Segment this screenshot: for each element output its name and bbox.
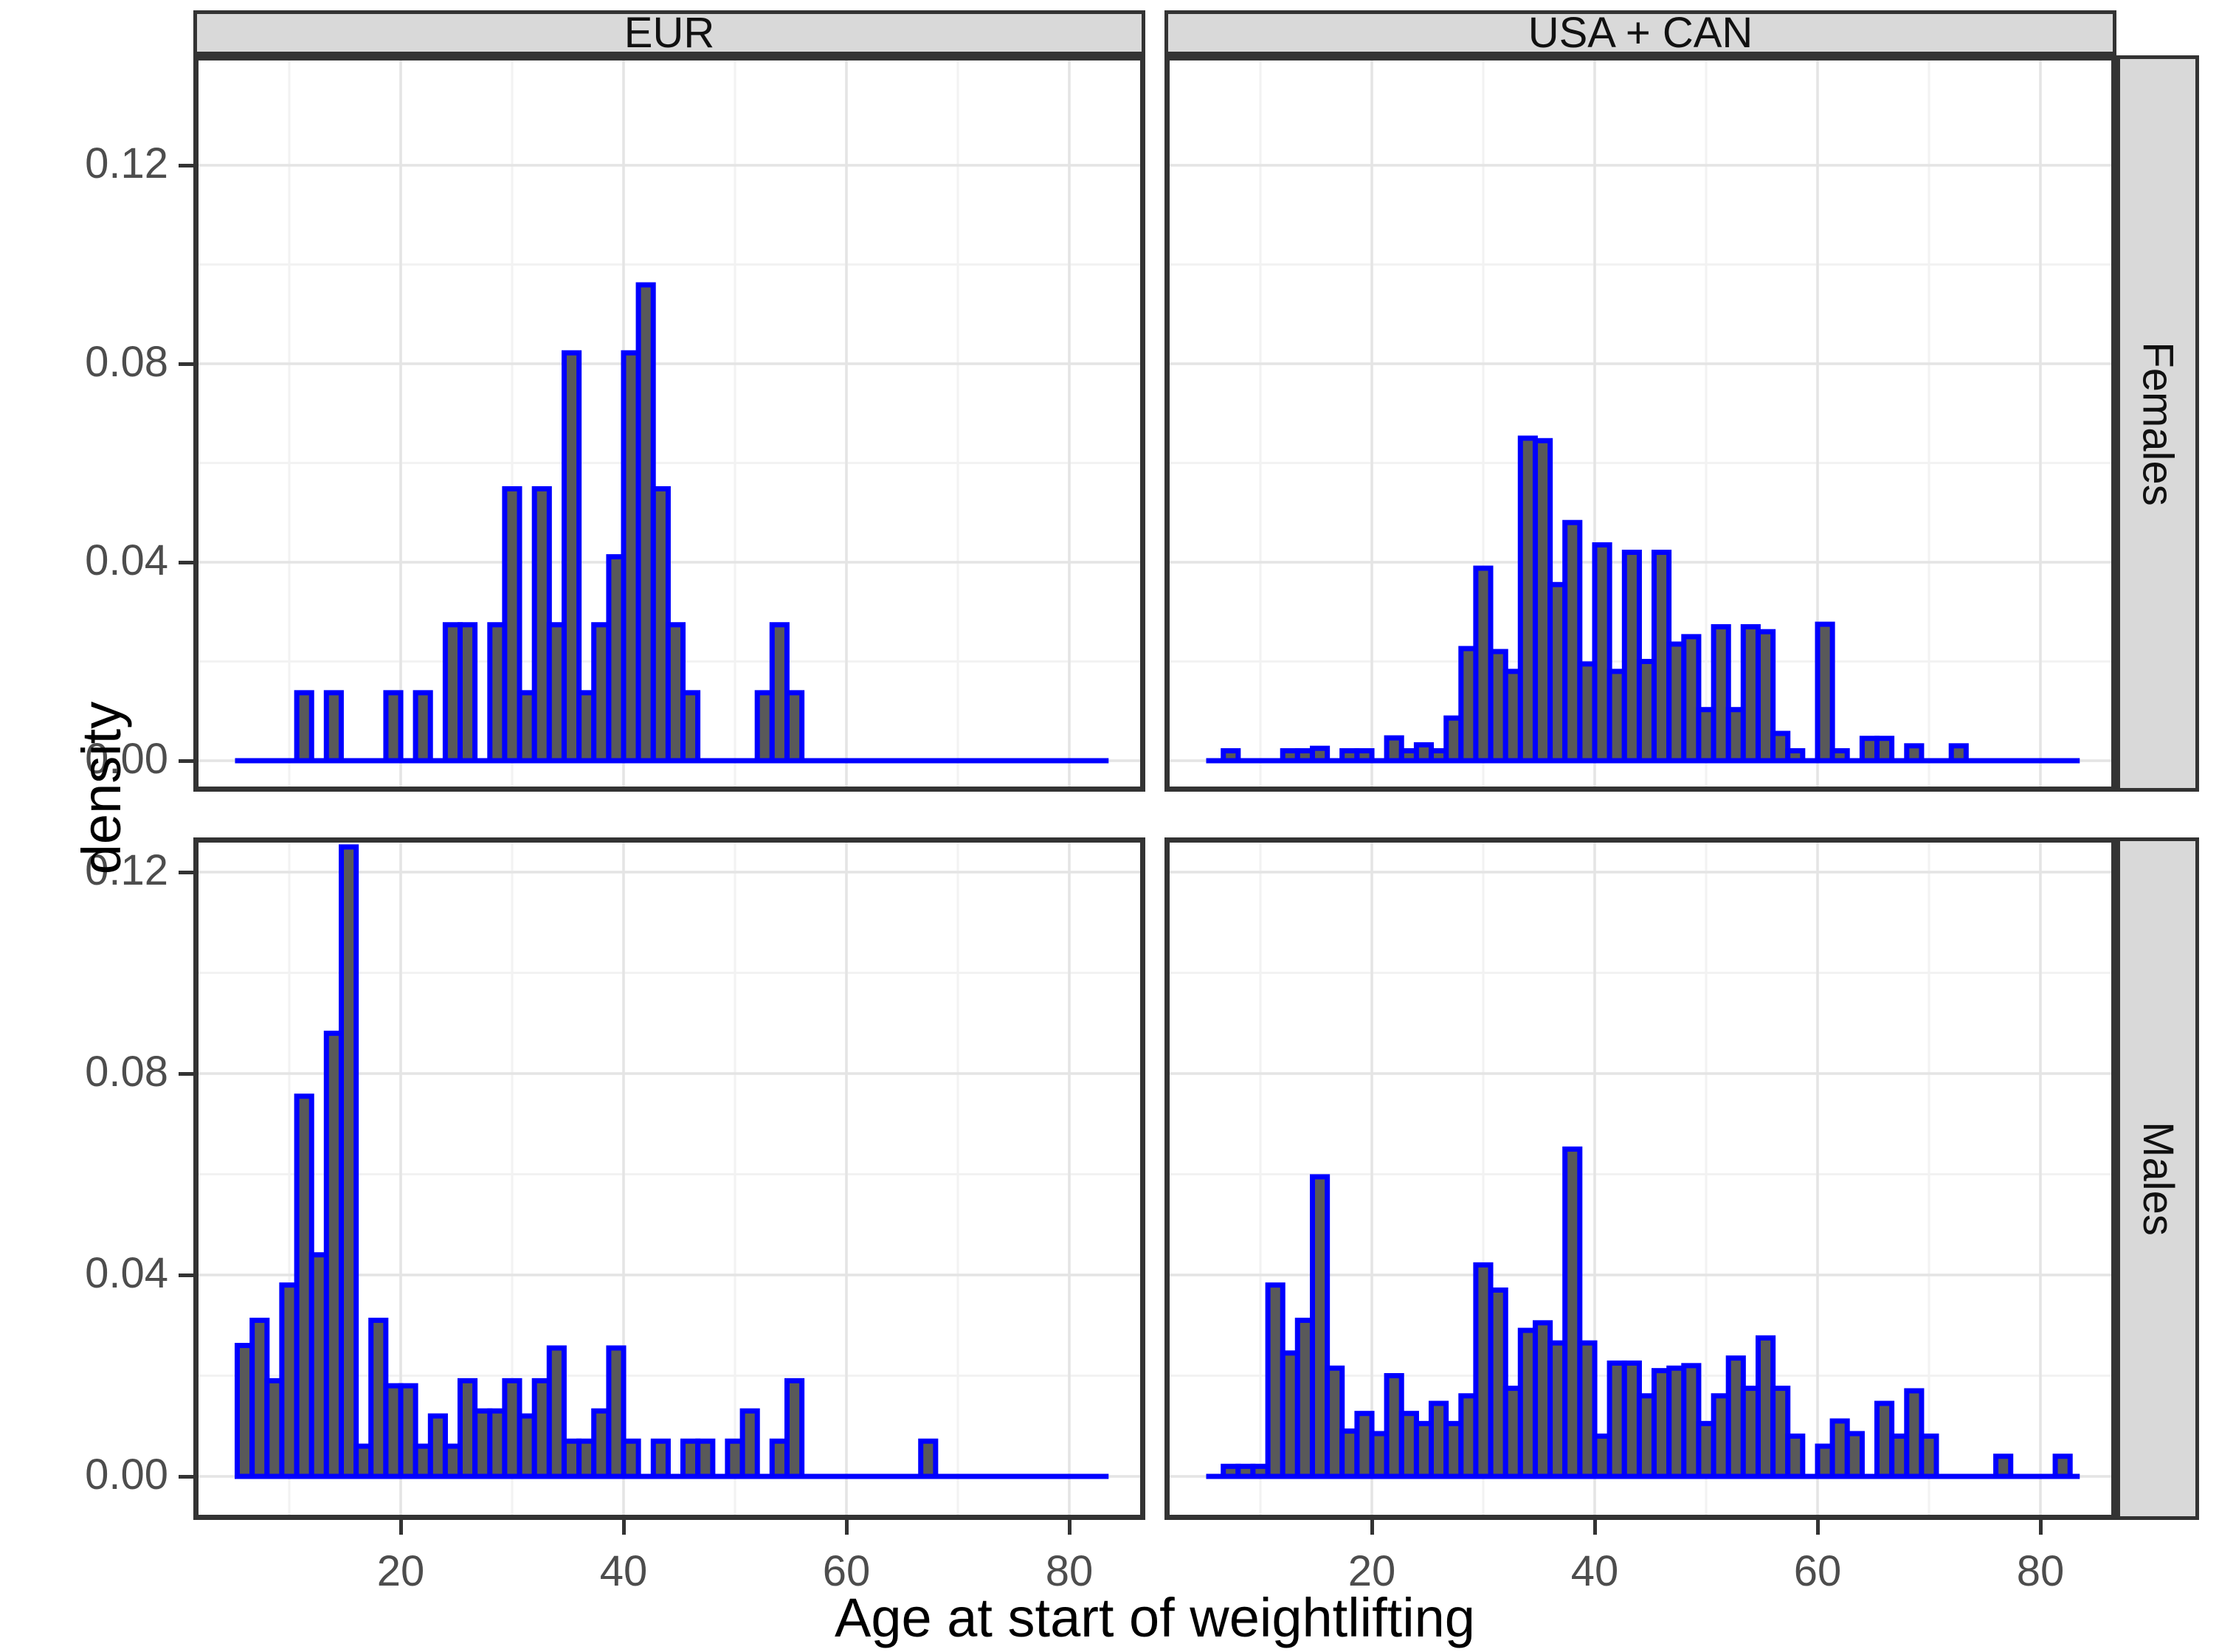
facet-strip-eur-label: EUR — [624, 9, 715, 57]
y-axis-title: density — [71, 701, 132, 874]
facet-strip-females: Females — [2116, 55, 2199, 792]
x-tick-mark — [398, 1520, 403, 1535]
y-tick-mark — [179, 362, 193, 366]
x-axis-title: Age at start of weightlifting — [835, 1587, 1475, 1648]
y-tick-label: 0.08 — [85, 338, 168, 386]
facet-strip-eur: EUR — [193, 9, 1145, 57]
y-tick-mark — [179, 870, 193, 874]
x-tick-mark — [1815, 1520, 1820, 1535]
y-tick-mark — [179, 758, 193, 763]
y-tick-label: 0.00 — [85, 735, 168, 783]
x-tick-label: 80 — [1045, 1547, 1094, 1595]
y-tick-mark — [179, 1273, 193, 1277]
panel-eur-males — [193, 837, 1145, 1520]
x-tick-label: 80 — [2016, 1547, 2065, 1595]
x-tick-label: 60 — [822, 1547, 871, 1595]
x-tick-mark — [844, 1520, 849, 1535]
x-tick-label: 20 — [376, 1547, 425, 1595]
y-tick-mark — [179, 1071, 193, 1076]
y-tick-label: 0.08 — [85, 1048, 168, 1096]
y-tick-label: 0.00 — [85, 1451, 168, 1499]
y-tick-mark — [179, 1474, 193, 1479]
panel-usa-can-females — [1164, 55, 2116, 792]
panel-eur-females — [193, 55, 1145, 792]
x-tick-mark — [2038, 1520, 2043, 1535]
y-tick-label: 0.12 — [85, 846, 168, 894]
facet-strip-females-label: Females — [2133, 341, 2182, 506]
y-tick-label: 0.04 — [85, 1249, 168, 1297]
y-tick-label: 0.12 — [85, 139, 168, 187]
x-tick-label: 40 — [599, 1547, 648, 1595]
x-tick-label: 40 — [1570, 1547, 1619, 1595]
y-tick-mark — [179, 560, 193, 564]
x-tick-mark — [1067, 1520, 1071, 1535]
x-tick-label: 20 — [1347, 1547, 1396, 1595]
x-tick-mark — [621, 1520, 626, 1535]
facet-strip-usa-can-label: USA + CAN — [1528, 9, 1753, 57]
panel-usa-can-males — [1164, 837, 2116, 1520]
x-tick-label: 60 — [1793, 1547, 1842, 1595]
y-tick-mark — [179, 163, 193, 167]
facet-strip-males-label: Males — [2133, 1122, 2182, 1236]
x-tick-mark — [1370, 1520, 1374, 1535]
y-tick-label: 0.04 — [85, 536, 168, 584]
facet-strip-males: Males — [2116, 837, 2199, 1520]
x-tick-mark — [1592, 1520, 1597, 1535]
facet-strip-usa-can: USA + CAN — [1164, 9, 2116, 57]
